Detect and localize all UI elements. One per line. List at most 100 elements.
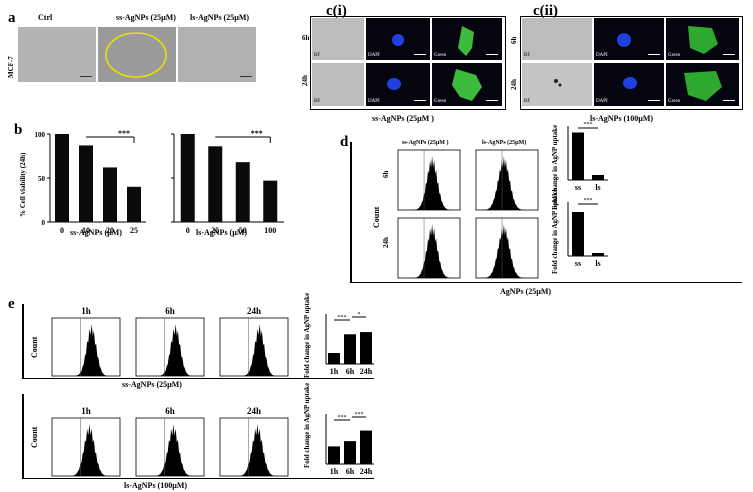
e-top-xtick: 6h [346,367,355,376]
b-right-bar [263,180,278,222]
ci-green-6h: Green [432,18,502,60]
e-top-hist-2-curve [220,324,288,376]
cii-frame [520,16,743,110]
cii-dapi-24h: DAPI [594,63,664,106]
b-right-sig: *** [251,129,263,138]
b-right-xtick: 100 [264,226,276,235]
b-left-sig: *** [118,129,130,138]
d-histograms [397,149,539,279]
e-bar-ylabel-bottom: Fold change in AgNP uptake [303,382,311,468]
e-top-title: 24h [247,306,261,316]
d-hist-ss-6h-curve [398,156,460,210]
a-col-ctrl: Ctrl [38,13,53,22]
b-left-bar [79,145,93,222]
panel-label-ci: c(i) [326,3,347,19]
e-frame-top [22,304,374,379]
b-left-bar [103,167,117,222]
e-top-hist-1-curve [136,324,204,376]
ci-dapi-24h: DAPI [366,63,430,106]
d-col-title-ss: ss-AgNPs (25µM ) [402,140,449,146]
d-24h-bar [592,253,604,256]
e-top-xtick: 1h [330,367,339,376]
ci-caption: ss-AgNPs (25µM ) [372,114,434,123]
e-top-title: 6h [165,306,175,316]
e-bottom-bar [360,430,372,464]
e-top-bar [344,334,356,364]
b-left-bar [127,186,141,222]
ci-dapi-6h: DAPI [366,18,430,60]
a-image-ctrl [18,27,96,82]
d-col-title-ls: ls-AgNPs (25µM) [482,140,527,146]
panel-label-b: b [14,122,23,138]
d-hist-ss-24h-curve [398,224,460,278]
e-top-bar [328,353,340,364]
e-bottom-bar [328,446,340,464]
e-top-sig-1: *** [338,315,347,321]
d-ylabel: Count [372,206,381,228]
b-left-xtick: 10 [82,226,90,235]
ci-row-6h: 6h [302,34,310,42]
ci-bf-6h: BF [312,18,364,60]
d-row-6h: 6h [382,170,390,178]
d-hist-ls-6h-curve [476,156,538,210]
ci-frame [310,16,506,110]
e-bar-ylabel-top: Fold change in AgNP uptake [303,292,311,378]
b-ytick: 0 [42,219,46,227]
d-6h-xtick: ss [575,183,581,192]
e-top-sig-2: * [358,312,361,318]
b-right-bar [208,146,223,222]
panel-label-cii: c(ii) [533,3,558,19]
e-bottom-hist-0-curve [52,424,120,476]
e-bottom-sig-2: *** [355,412,364,418]
e-bottom-title: 24h [247,406,261,416]
d-frame [350,142,742,283]
e-bottom-xtick: 1h [330,467,339,476]
d-24h-sig: *** [584,198,593,204]
b-right-xtick: 0 [186,226,190,235]
e-bottom-title: 6h [165,406,175,416]
e-bottom-xtick: 24h [360,467,373,476]
d-6h-bar [592,175,604,180]
b-left-xtick: 0 [60,226,64,235]
b-right-xtick: 50 [239,226,247,235]
b-left-xtick: 20 [106,226,114,235]
d-24h-bar [572,212,584,256]
cii-bf-6h: BF [522,18,592,60]
d-24h-xtick: ss [575,259,581,268]
a-col-ls: ls-AgNPs (25µM) [190,13,250,22]
b-right-bar [235,162,250,222]
b-right-bar [180,134,195,222]
cii-row-6h: 6h [510,36,518,44]
a-col-ss: ss-AgNPs (25µM) [116,13,176,22]
ci-row-24h: 24h [301,75,309,86]
cii-green-24h: Green [666,63,739,106]
b-right-xtick: 25 [211,226,219,235]
panel-label-d: d [340,134,349,150]
e-caption-bottom: ls-AgNPs (100µM) [124,481,188,490]
a-cell-line: MCF-7 [7,56,15,78]
d-xlabel: AgNPs (25µM) [500,287,552,296]
d-6h-sig: *** [584,122,593,128]
d-bar-charts: ss ls***ss ls*** [567,122,608,268]
e-ylabel-bottom: Count [30,426,39,448]
d-row-24h: 24h [382,237,390,248]
b-left-xtick: 25 [130,226,138,235]
d-6h-xtick: ls [595,183,600,192]
e-bottom-hist-1-curve [136,424,204,476]
a-image-ls [178,27,256,82]
cii-caption: ls-AgNPs (100µM) [590,114,654,123]
b-xlabel-right: ls-AgNPs (µM) [196,228,248,237]
cii-bf-24h: BF [522,63,592,106]
a-image-ss [98,27,176,82]
e-bottom-title: 1h [81,406,91,416]
d-hist-ls-24h-curve [476,224,538,278]
e-top-xtick: 24h [360,367,373,376]
d-6h-bar [572,132,584,180]
e-bar-charts: 1h 6h 24h*** *1h 6h 24h*** *** [325,312,374,476]
d-24h-xtick: ls [595,259,600,268]
panel-label-a: a [8,10,16,26]
e-top-hist-0-curve [52,324,120,376]
b-left-bar [55,134,69,222]
e-ylabel-top: Count [30,336,39,358]
d-bar-ylabel-24h: Fold change in AgNP uptake [551,188,559,274]
